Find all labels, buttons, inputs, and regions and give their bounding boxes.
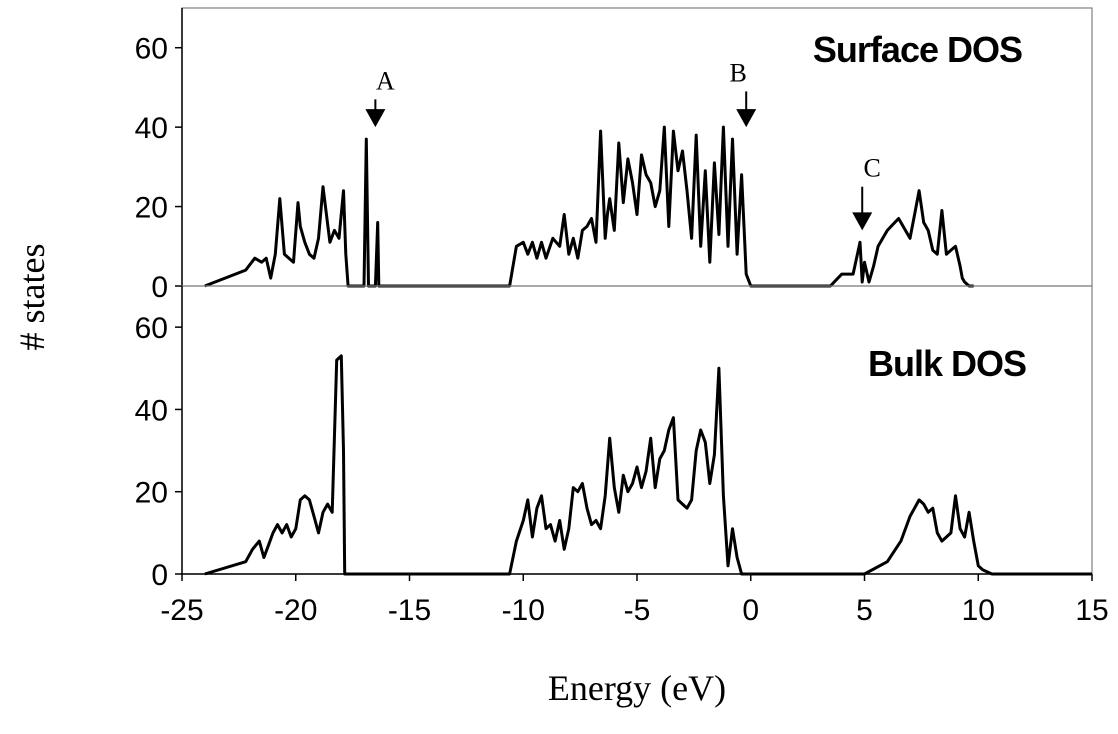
x-tick-label: -15: [388, 594, 431, 627]
x-ticks: -25 -20 -15 -10 -5 0 5 10 15: [160, 574, 1109, 627]
surface-y-ticks: 0 20 40 60: [135, 8, 183, 304]
bulk-dos-title: Bulk DOS: [868, 343, 1026, 384]
surface-dos-line: [204, 125, 974, 288]
bulk-y-tick-label: 20: [135, 477, 168, 510]
annotation-label: B: [730, 58, 747, 87]
annotation-arrow-head: [736, 109, 757, 128]
annotation-arrow-head: [365, 109, 386, 128]
bulk-dos-line: [204, 354, 1092, 576]
surface-dos-panel: 0 20 40 60 Surface DOS A B C: [135, 7, 1093, 304]
annotation-arrow-head: [852, 212, 873, 231]
annotation-c: C: [852, 154, 881, 231]
x-axis-title: Energy (eV): [548, 668, 726, 708]
surface-y-tick-label: 0: [151, 271, 168, 304]
annotation-a: A: [365, 66, 395, 128]
surface-dos-title: Surface DOS: [813, 29, 1022, 70]
x-tick-label: 10: [962, 594, 995, 627]
bulk-y-tick-label: 40: [135, 394, 168, 427]
bulk-y-tick-label: 60: [135, 312, 168, 345]
surface-y-tick-label: 60: [135, 33, 168, 66]
surface-y-tick-label: 40: [135, 112, 168, 145]
bulk-dos-panel: 0 20 40 60 Bulk DOS: [135, 285, 1093, 592]
x-tick-label: 5: [856, 594, 873, 627]
annotation-label: C: [864, 154, 881, 183]
surface-annotations: A B C: [365, 58, 881, 231]
x-tick-label: 0: [742, 594, 759, 627]
bulk-y-ticks: 0 20 40 60: [135, 286, 183, 592]
x-tick-label: -5: [624, 594, 651, 627]
bulk-y-tick-label: 0: [151, 559, 168, 592]
x-tick-label: 15: [1075, 594, 1108, 627]
annotation-b: B: [730, 58, 757, 128]
surface-y-tick-label: 20: [135, 192, 168, 225]
y-axis-title: # states: [12, 244, 52, 351]
x-tick-label: -20: [274, 594, 317, 627]
annotation-label: A: [376, 66, 395, 95]
x-axis: -25 -20 -15 -10 -5 0 5 10 15: [160, 573, 1109, 627]
x-tick-label: -25: [160, 594, 203, 627]
x-tick-label: -10: [502, 594, 545, 627]
